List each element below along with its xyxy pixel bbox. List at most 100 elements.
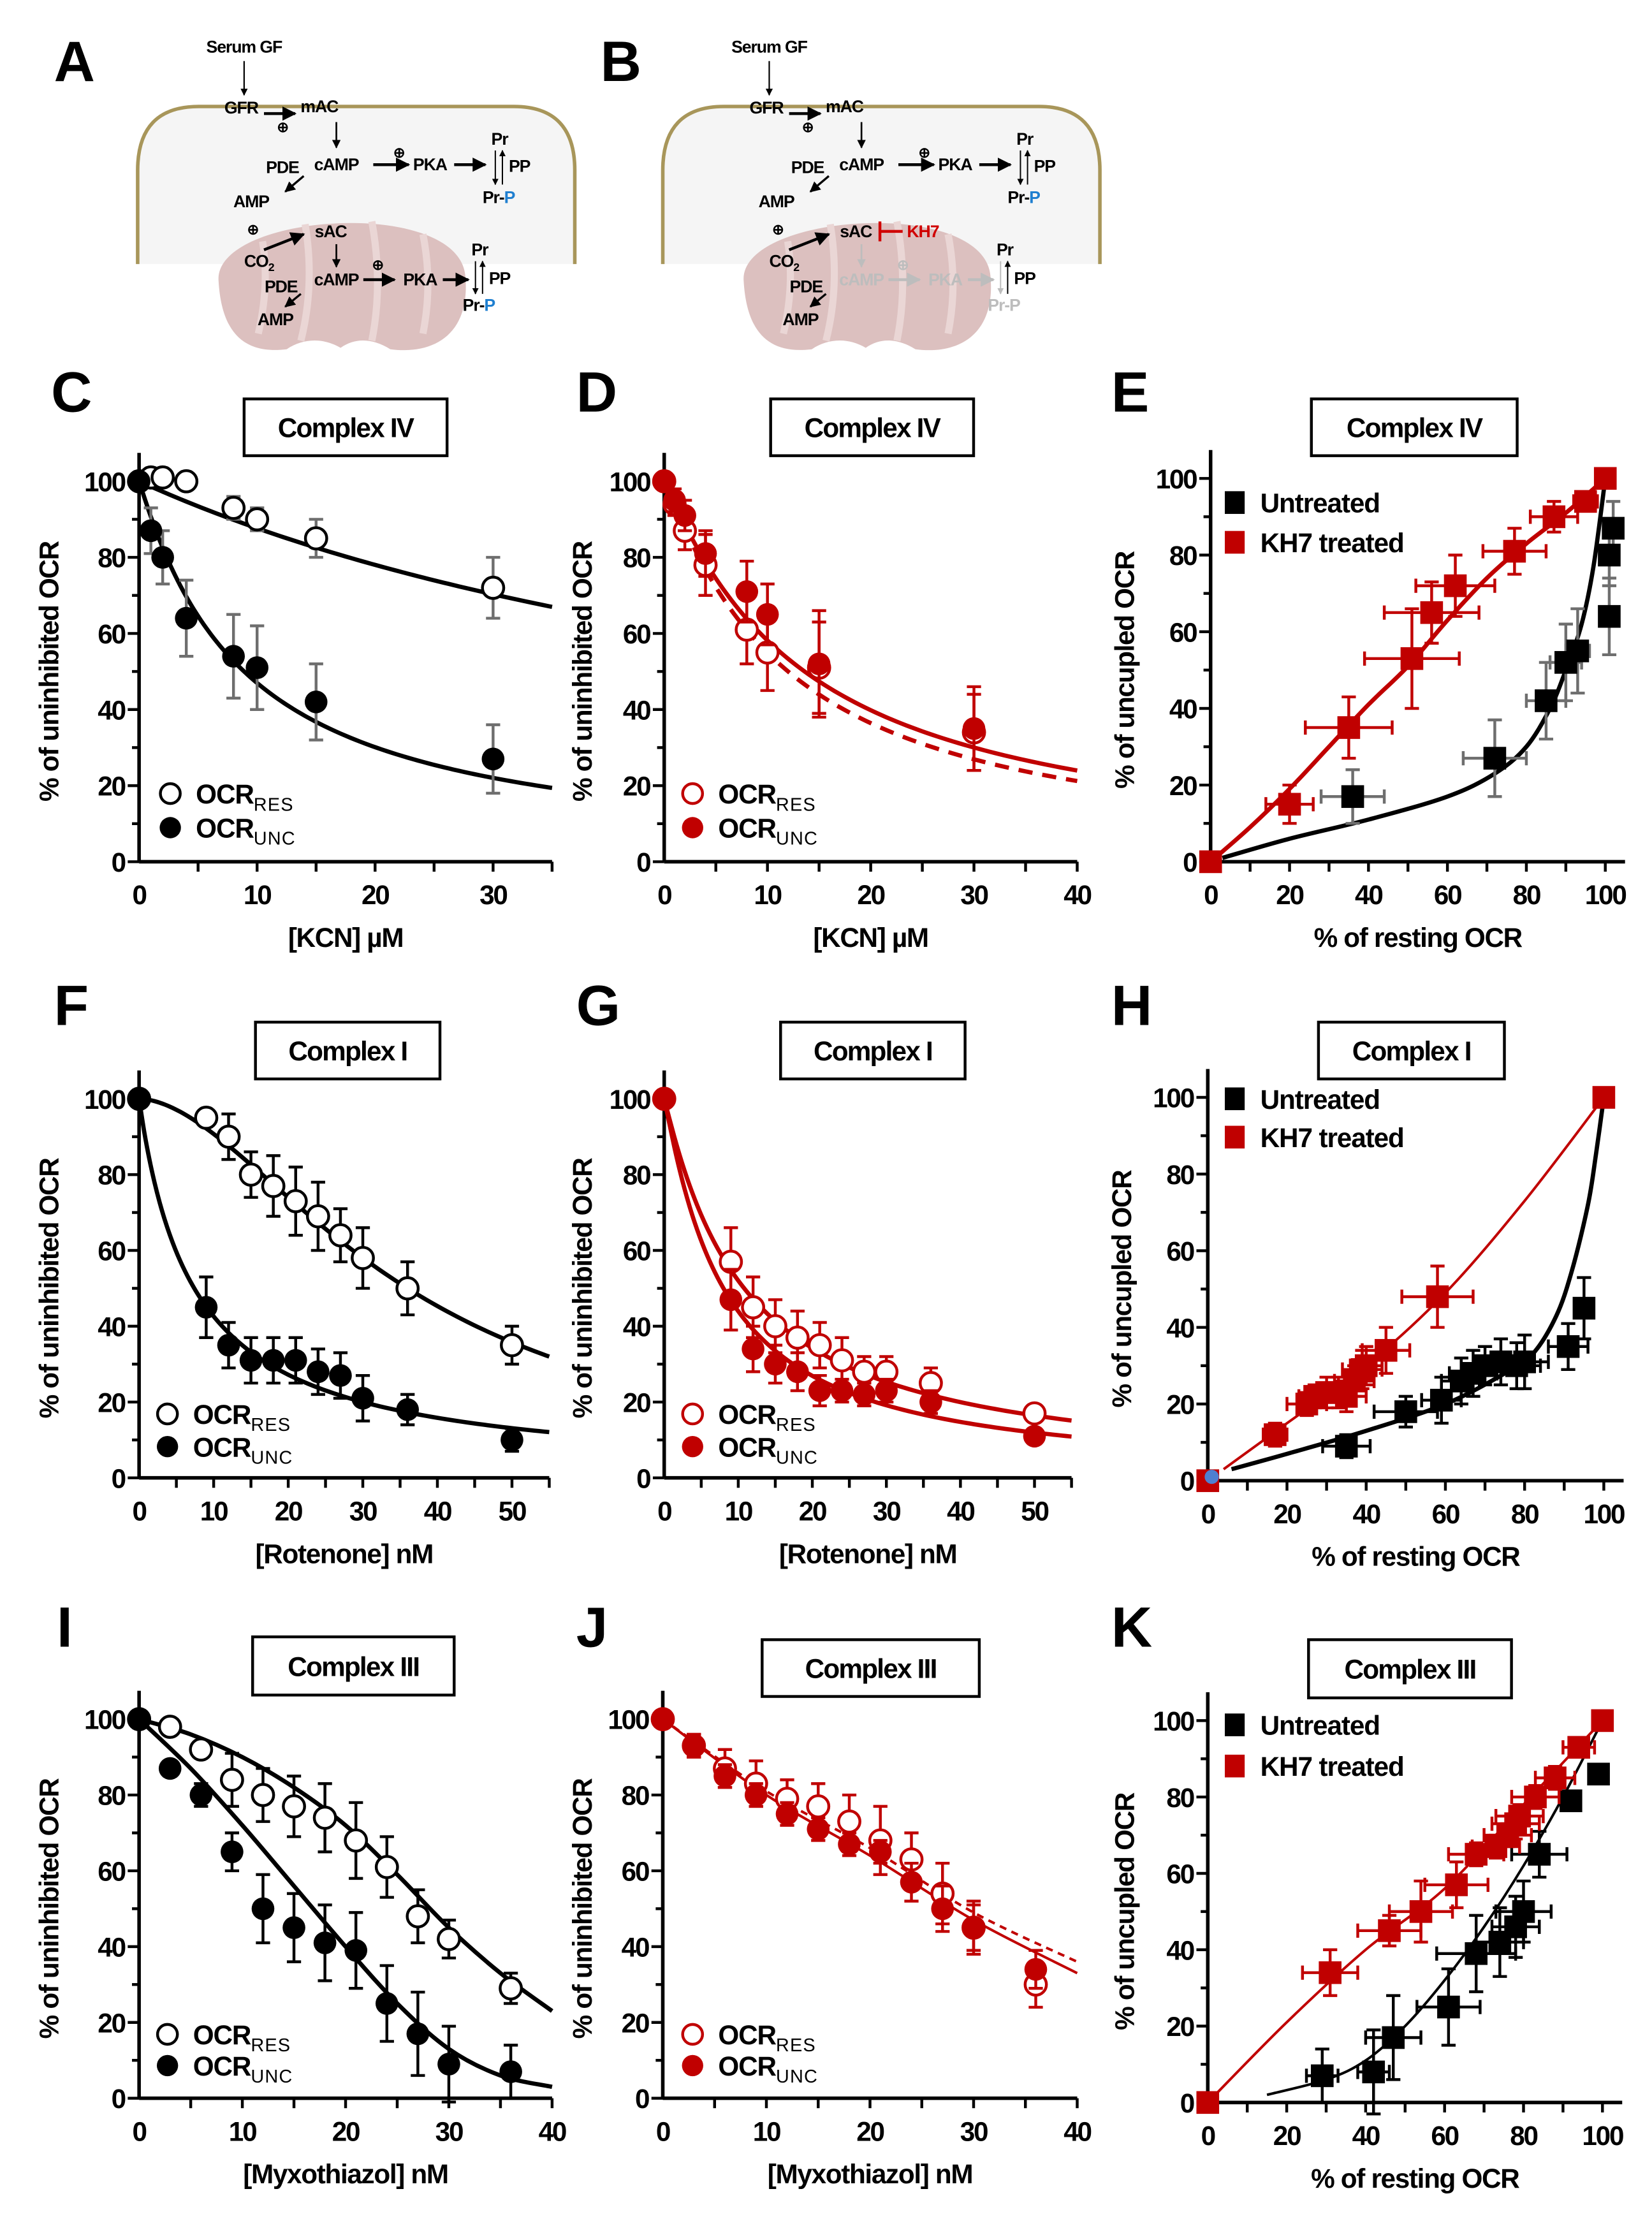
plus-icon: ⊕ <box>772 221 784 237</box>
legend-swatch <box>156 1436 179 1458</box>
data-point <box>1602 516 1625 540</box>
camp-label: cAMP <box>314 155 359 174</box>
x-axis-title: % of resting OCR <box>1311 2164 1519 2193</box>
y-tick-label: 80 <box>98 1161 125 1190</box>
pde-label: PDE <box>266 158 299 177</box>
title-box <box>254 1020 442 1081</box>
y-tick-label: 40 <box>98 695 125 725</box>
legend-label: KH7 treated <box>1261 1752 1404 1782</box>
data-point <box>221 495 246 520</box>
fit-curve <box>662 480 1078 784</box>
fit-curve <box>1222 478 1608 860</box>
legend-swatch <box>1224 531 1245 554</box>
x-tick-label: 40 <box>1352 2121 1380 2151</box>
data-point <box>830 1379 854 1402</box>
cell-membrane <box>137 106 575 265</box>
x-axis-title: [Myxothiazol] nM <box>243 2159 448 2189</box>
data-point <box>852 1383 876 1406</box>
gfr-label: GFR <box>224 98 259 117</box>
data-point <box>763 1314 787 1338</box>
y-tick-label: 20 <box>623 772 650 802</box>
title-box <box>1310 397 1519 457</box>
data-point <box>1465 1843 1488 1866</box>
x-tick-label: 40 <box>947 1496 974 1526</box>
plus-icon: ⊕ <box>277 119 288 135</box>
x-tick-label: 20 <box>856 2116 884 2146</box>
y-axis-title: % of uninhibited OCR <box>34 541 64 802</box>
data-point <box>962 717 986 740</box>
pka-label: PKA <box>928 270 963 289</box>
chart-panel-c: C Complex IV 0 20 40 60 80 100 0 10 20 30 [KCN] µM % … <box>34 360 554 953</box>
data-point <box>128 469 150 493</box>
data-point <box>837 1809 861 1834</box>
data-point <box>481 575 506 600</box>
legend-swatch <box>1224 1754 1245 1778</box>
y-tick-label: 0 <box>112 847 126 877</box>
data-point <box>1566 639 1590 663</box>
data-point <box>189 1783 213 1806</box>
x-tick-label: 30 <box>873 1496 900 1526</box>
data-point <box>328 1223 353 1248</box>
y-axis-title: % of uninhibited OCR <box>567 1158 597 1419</box>
data-point <box>245 507 270 532</box>
mitochondrion <box>743 223 991 351</box>
data-point <box>1591 1709 1614 1732</box>
y-tick-label: 20 <box>98 1388 125 1417</box>
data-point <box>1023 1424 1046 1448</box>
x-tick-label: 0 <box>132 2116 146 2146</box>
chart-panel-g: G Complex I 0 20 40 60 80 100 0 10 20 30 40 50 [Roteno… <box>567 973 1073 1569</box>
x-axis-title: % of resting OCR <box>1314 923 1523 953</box>
panel-label: H <box>1111 973 1152 1037</box>
y-tick-label: 0 <box>636 1463 650 1493</box>
data-point <box>744 1783 768 1806</box>
data-point <box>1319 1961 1341 1984</box>
data-point <box>251 1783 275 1807</box>
data-point <box>313 1931 337 1954</box>
y-tick-label: 80 <box>1169 541 1197 571</box>
legend-label: OCRRES <box>196 779 293 815</box>
y-tick-label: 100 <box>610 1085 651 1115</box>
data-point <box>719 1288 743 1312</box>
pp-label: PP <box>1034 156 1056 175</box>
x-tick-label: 0 <box>1201 2121 1215 2151</box>
data-point <box>1409 1900 1433 1923</box>
y-tick-label: 80 <box>1166 1160 1194 1190</box>
y-tick-label: 60 <box>98 1857 125 1887</box>
data-point <box>673 504 696 527</box>
data-point <box>1593 467 1617 490</box>
camp-label: cAMP <box>314 270 359 289</box>
co2-label: CO2 <box>769 252 800 274</box>
data-point <box>1542 505 1566 529</box>
data-point <box>175 606 198 630</box>
x-tick-label: 10 <box>229 2116 256 2146</box>
data-point <box>1394 1400 1417 1423</box>
x-tick-label: 80 <box>1510 2121 1537 2151</box>
data-point <box>1524 1785 1547 1808</box>
data-point <box>499 1976 523 2001</box>
y-tick-label: 20 <box>1166 2012 1194 2042</box>
legend-swatch <box>1224 491 1245 514</box>
x-tick-label: 20 <box>857 880 884 910</box>
x-tick-label: 60 <box>1434 880 1461 910</box>
y-tick-label: 20 <box>1166 1389 1194 1419</box>
x-tick-label: 80 <box>1513 880 1540 910</box>
x-tick-label: 0 <box>1201 1499 1215 1529</box>
data-point <box>216 1124 241 1149</box>
data-point <box>282 1794 306 1819</box>
cell-membrane <box>662 106 1100 265</box>
arrow-icon <box>809 293 827 308</box>
data-point <box>128 1708 150 1731</box>
pr-label: Pr <box>1016 129 1034 149</box>
x-tick-label: 10 <box>725 1496 752 1526</box>
y-tick-label: 60 <box>623 619 650 649</box>
y-tick-label: 80 <box>623 1161 650 1190</box>
data-point <box>283 1189 308 1213</box>
chart-title: Complex I <box>288 1036 407 1066</box>
data-point <box>219 1768 244 1792</box>
data-point <box>852 1359 877 1384</box>
data-point <box>217 1333 240 1357</box>
y-tick-label: 60 <box>98 1236 125 1266</box>
data-point <box>838 1833 861 1856</box>
